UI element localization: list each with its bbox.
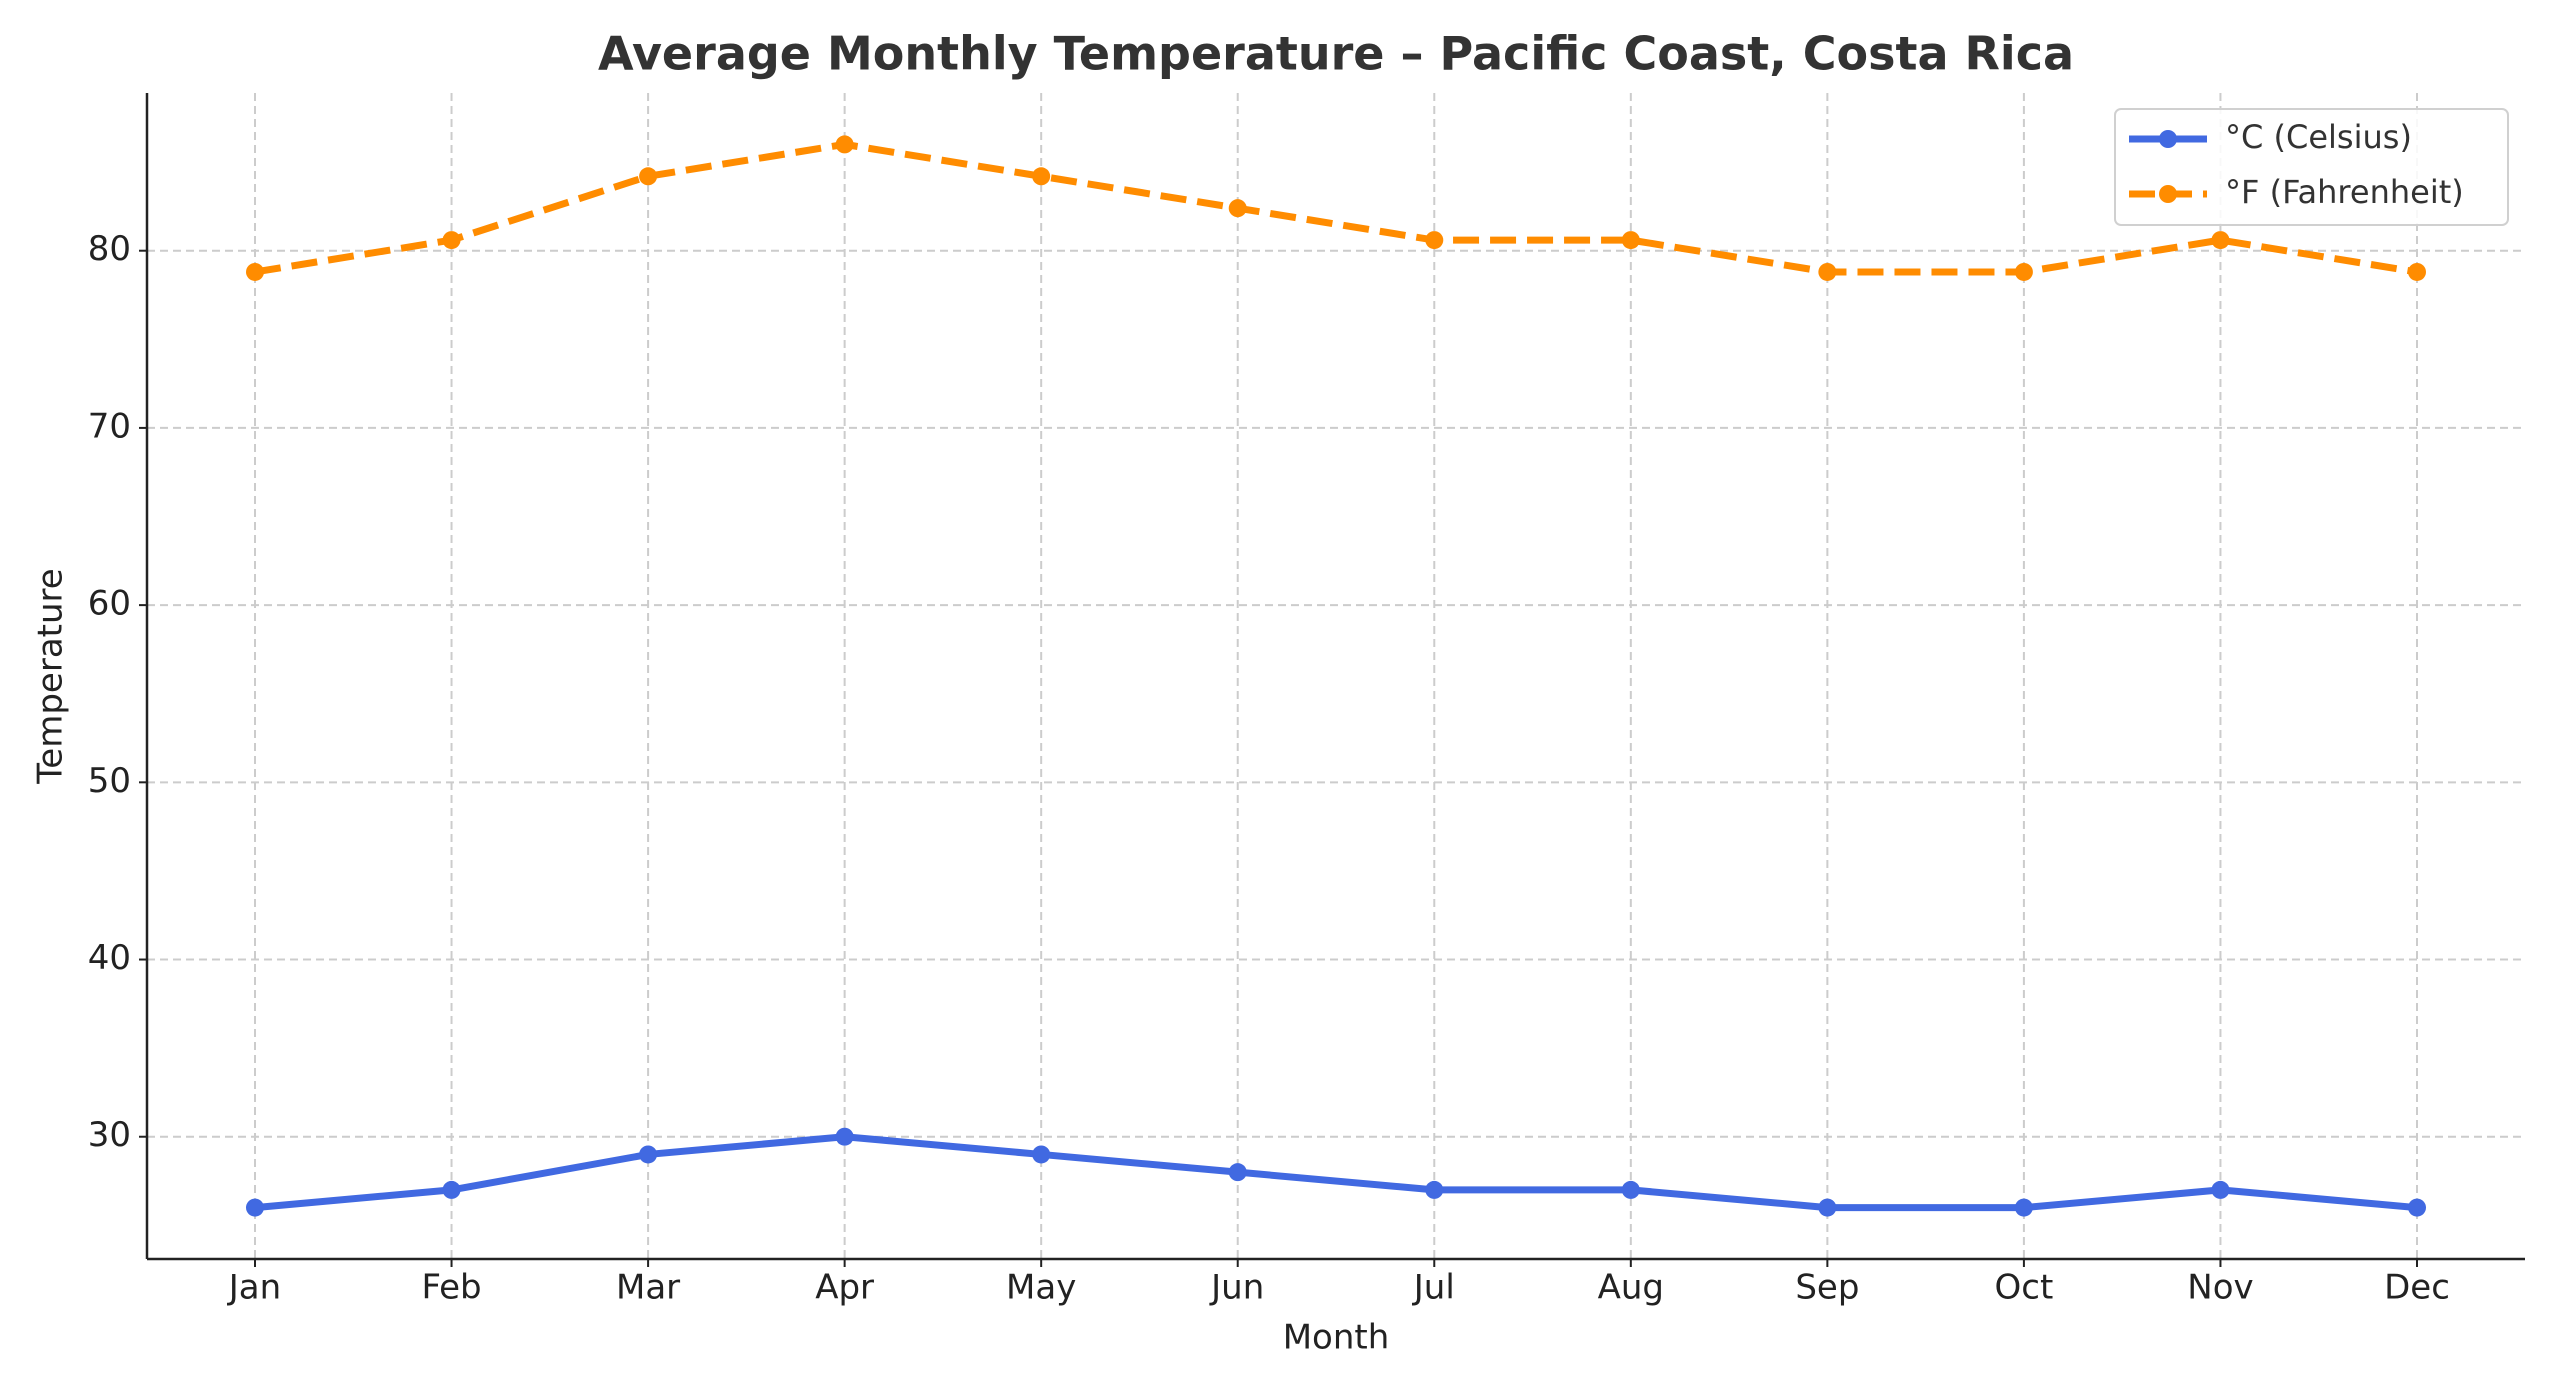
x-tick-label: Dec bbox=[2384, 1268, 2450, 1308]
data-point bbox=[246, 262, 264, 281]
y-tick-label: 30 bbox=[88, 1115, 131, 1155]
x-tick-label: Feb bbox=[421, 1268, 481, 1308]
data-point bbox=[442, 1180, 461, 1199]
x-tick-label: Aug bbox=[1598, 1268, 1664, 1308]
x-tick-label: Oct bbox=[1995, 1268, 2054, 1308]
data-point bbox=[442, 231, 461, 250]
legend: °C (Celsius) °F (Fahrenheit) bbox=[2114, 108, 2509, 226]
x-tick-label: May bbox=[1006, 1268, 1076, 1308]
y-tick-label: 80 bbox=[88, 229, 131, 269]
data-point bbox=[2211, 231, 2230, 250]
data-point bbox=[1425, 231, 1444, 250]
x-tick-label: Jan bbox=[227, 1268, 281, 1308]
data-point bbox=[835, 135, 854, 154]
y-tick-label: 70 bbox=[88, 406, 131, 446]
x-tick-label: Jun bbox=[1209, 1268, 1264, 1308]
x-tick-label: Sep bbox=[1795, 1268, 1859, 1308]
legend-label: °C (Celsius) bbox=[2225, 118, 2412, 156]
data-point bbox=[1425, 1180, 1444, 1199]
data-point bbox=[2408, 1198, 2426, 1217]
data-point bbox=[1228, 1163, 1247, 1182]
legend-marker bbox=[2159, 185, 2177, 203]
data-point bbox=[1621, 1180, 1640, 1199]
x-tick-label: Jul bbox=[1412, 1268, 1455, 1308]
y-axis-label: Temperature bbox=[31, 568, 71, 784]
y-tick-label: 60 bbox=[88, 584, 131, 624]
legend-box bbox=[2114, 108, 2509, 226]
data-point bbox=[2408, 262, 2426, 281]
data-point bbox=[2014, 262, 2033, 281]
data-point bbox=[2211, 1180, 2230, 1199]
legend-marker bbox=[2159, 130, 2177, 148]
data-point bbox=[1621, 231, 1640, 250]
chart-title: Average Monthly Temperature – Pacific Co… bbox=[598, 27, 2074, 81]
data-point bbox=[1818, 262, 1837, 281]
x-axis-label: Month bbox=[1283, 1318, 1390, 1358]
x-tick-label: Nov bbox=[2187, 1268, 2253, 1308]
y-tick-label: 40 bbox=[88, 938, 131, 978]
x-tick-label: Mar bbox=[616, 1268, 680, 1308]
data-point bbox=[1032, 1145, 1051, 1164]
data-point bbox=[639, 1145, 658, 1164]
x-tick-label: Apr bbox=[815, 1268, 874, 1308]
data-point bbox=[1032, 167, 1051, 186]
data-point bbox=[1818, 1198, 1837, 1217]
data-point bbox=[246, 1198, 264, 1217]
data-point bbox=[639, 167, 658, 186]
legend-label: °F (Fahrenheit) bbox=[2225, 173, 2464, 211]
series-line bbox=[254, 1133, 2418, 1212]
data-point bbox=[835, 1127, 854, 1146]
data-point bbox=[2014, 1198, 2033, 1217]
series-line bbox=[254, 140, 2418, 276]
data-point bbox=[1228, 199, 1247, 218]
y-tick-label: 50 bbox=[88, 761, 131, 801]
